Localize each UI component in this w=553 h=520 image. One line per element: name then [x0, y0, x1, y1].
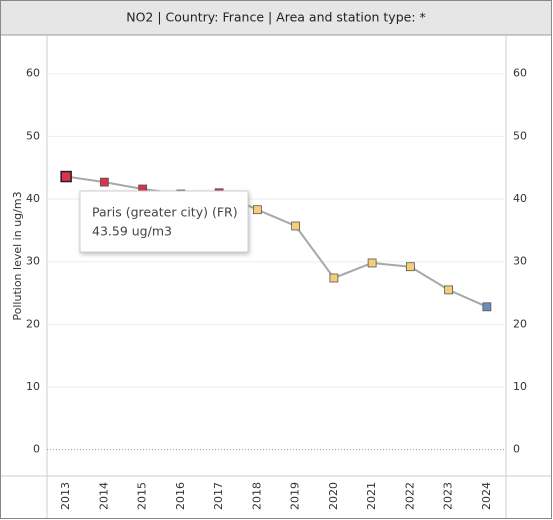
x-tick-label: 2022	[403, 482, 416, 510]
point	[329, 273, 339, 283]
tooltip-box	[79, 190, 249, 253]
y-tick-label: 50	[26, 129, 40, 142]
y-tick-label: 10	[26, 380, 40, 393]
y2-tick-label: 10	[513, 380, 527, 393]
title-bar	[1, 1, 551, 35]
x-tick-label: 2023	[442, 482, 455, 510]
y-tick-label: 60	[26, 67, 40, 80]
x-tick-label: 2019	[289, 482, 302, 510]
y2-tick-label: 50	[513, 129, 527, 142]
tooltip-value: 43.59 ug/m3	[92, 224, 172, 239]
x-tick-label: 2024	[480, 482, 493, 510]
y2-tick-label: 20	[513, 317, 527, 330]
x-tick-label: 2013	[59, 482, 72, 510]
tooltip-title: Paris (greater city) (FR)	[92, 205, 238, 220]
y2-tick-label: 60	[513, 67, 527, 80]
y-tick-label: 20	[26, 317, 40, 330]
point	[367, 258, 377, 268]
chart-title: NO2 | Country: France | Area and station…	[126, 10, 426, 25]
x-tick-label: 2017	[212, 482, 225, 510]
point	[482, 302, 492, 312]
y2-tick-label: 40	[513, 192, 527, 205]
x-tick-label: 2014	[97, 482, 110, 510]
y-tick-label: 0	[33, 443, 40, 456]
y-axis-label: Pollution level in ug/m3	[11, 191, 24, 320]
y2-tick-label: 30	[513, 255, 527, 268]
tooltip: Paris (greater city) (FR) 43.59 ug/m3	[79, 190, 249, 253]
point	[291, 221, 301, 231]
x-tick-label: 2016	[174, 482, 187, 510]
x-tick-label: 2021	[365, 482, 378, 510]
point	[99, 177, 109, 187]
x-tick-label: 2020	[327, 482, 340, 510]
y-tick-label: 30	[26, 255, 40, 268]
y-tick-label: 40	[26, 192, 40, 205]
line	[65, 175, 488, 308]
point	[405, 262, 415, 272]
x-tick-label: 2015	[136, 482, 149, 510]
point	[252, 205, 262, 215]
y2-tick-label: 0	[513, 443, 520, 456]
point	[444, 285, 454, 295]
point	[60, 170, 72, 183]
x-tick-label: 2018	[250, 482, 263, 510]
